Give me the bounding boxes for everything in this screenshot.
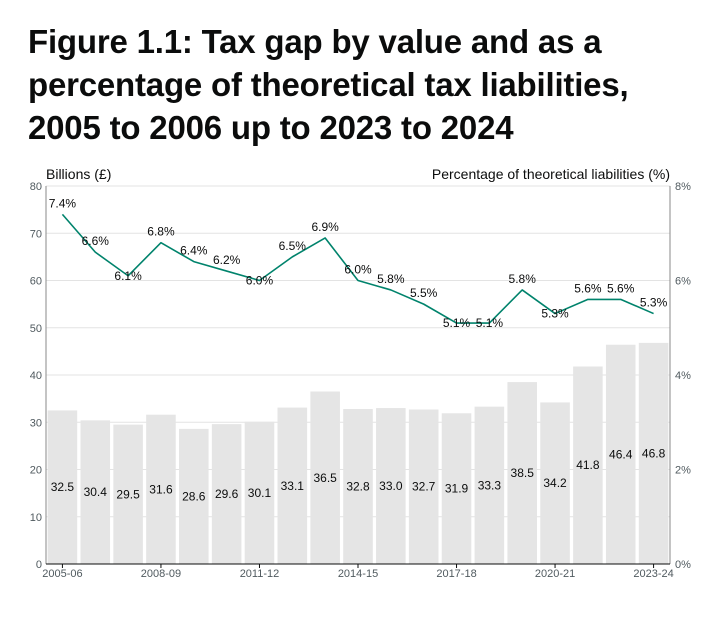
line-value-label: 6.9% <box>311 220 339 234</box>
line-value-label: 5.3% <box>541 307 569 321</box>
left-axis-title: Billions (£) <box>46 166 111 182</box>
bar <box>507 382 537 564</box>
bar-value-label: 32.7 <box>412 480 436 494</box>
percentage-line <box>61 213 654 324</box>
y-tick-label: 60 <box>30 276 42 288</box>
y-right-tick-label: 8% <box>675 181 691 193</box>
bar <box>244 421 275 564</box>
x-tick-label: 2008-09 <box>141 568 181 580</box>
line-value-label: 6.0% <box>344 263 372 277</box>
line-value-label: 6.8% <box>147 225 175 239</box>
bar-value-label: 32.8 <box>346 480 370 494</box>
bar-value-label: 34.2 <box>543 476 567 490</box>
bar <box>47 410 78 564</box>
line-value-label: 5.8% <box>509 272 537 286</box>
x-tick-label: 2017-18 <box>436 568 476 580</box>
right-axis-title: Percentage of theoretical liabilities (%… <box>432 166 670 182</box>
bar-value-label: 41.8 <box>576 458 600 472</box>
bar-value-label: 33.3 <box>478 478 502 492</box>
line-value-label: 6.6% <box>82 234 110 248</box>
bar <box>146 414 176 564</box>
bar <box>441 413 472 564</box>
bar <box>408 409 439 564</box>
y-tick-label: 50 <box>30 323 42 335</box>
line-value-label: 6.4% <box>180 244 208 258</box>
x-tick-label: 2011-12 <box>240 568 280 580</box>
bar-series: 32.5 30.4 29.5 31.6 28.6 29.6 30.1 33.1 36.5 32.8… <box>47 342 669 564</box>
x-tick-label: 2014-15 <box>338 568 378 580</box>
y-right-tick-label: 4% <box>675 370 691 382</box>
bar-value-label: 46.4 <box>609 447 633 461</box>
bar-value-label: 46.8 <box>642 446 666 460</box>
bar-value-label: 33.0 <box>379 479 403 493</box>
bar-value-label: 32.5 <box>51 480 75 494</box>
line-value-label: 6.2% <box>213 253 241 267</box>
bar <box>474 406 505 564</box>
bar-value-label: 30.4 <box>84 485 108 499</box>
line-value-label: 5.5% <box>410 286 438 300</box>
bar-value-label: 36.5 <box>313 471 337 485</box>
line-value-label: 5.1% <box>476 316 504 330</box>
line-value-label: 5.8% <box>377 272 405 286</box>
x-tick-label: 2023-24 <box>633 568 673 580</box>
bar <box>211 424 242 564</box>
bar <box>80 420 111 564</box>
line-value-label: 5.3% <box>640 296 668 310</box>
line-value-label: 6.1% <box>114 269 142 283</box>
y-right-tick-label: 6% <box>675 276 691 288</box>
axes: 0 10 20 30 40 50 60 70 80 0% 2% 4% 6% 8% 2005-06 2008-0… <box>30 181 691 580</box>
line-value-label: 5.6% <box>607 281 635 295</box>
x-tick-label: 2020-21 <box>535 568 575 580</box>
bar-value-label: 29.5 <box>116 487 140 501</box>
bar <box>113 424 143 564</box>
bar <box>310 391 340 564</box>
bar <box>179 428 209 564</box>
bar <box>277 407 308 564</box>
bar <box>605 344 636 564</box>
chart-title: Figure 1.1: Tax gap by value and as a pe… <box>28 23 629 146</box>
y-tick-label: 30 <box>30 417 42 429</box>
y-tick-label: 0 <box>36 559 42 571</box>
bar-value-label: 30.1 <box>248 486 272 500</box>
bar-value-label: 31.9 <box>445 482 469 496</box>
bar-value-label: 33.1 <box>281 479 305 493</box>
bar-value-label: 38.5 <box>511 466 535 480</box>
bar <box>638 342 669 564</box>
bar <box>540 402 570 564</box>
y-right-tick-label: 2% <box>675 465 691 477</box>
bar-value-label: 29.6 <box>215 487 239 501</box>
line-value-label: 5.1% <box>443 316 471 330</box>
line-value-label: 7.4% <box>49 196 77 210</box>
y-tick-label: 40 <box>30 370 42 382</box>
line-series: 7.4% 6.6% 6.1% 6.8% 6.4% 6.2% 6.0% 6.5% 6.9% 6.0%… <box>49 196 668 330</box>
y-tick-label: 80 <box>30 181 42 193</box>
line-value-label: 5.6% <box>574 281 602 295</box>
line-value-label: 6.5% <box>279 239 307 253</box>
x-tick-label: 2005-06 <box>42 568 82 580</box>
bar <box>343 409 373 564</box>
y-tick-label: 70 <box>30 228 42 240</box>
bar-value-label: 31.6 <box>149 482 173 496</box>
bar <box>573 366 603 564</box>
bar-value-label: 28.6 <box>182 489 206 503</box>
bar <box>376 408 406 564</box>
line-value-label: 6.0% <box>246 274 274 288</box>
y-tick-label: 20 <box>30 465 42 477</box>
y-tick-label: 10 <box>30 512 42 524</box>
y-right-tick-label: 0% <box>675 559 691 571</box>
